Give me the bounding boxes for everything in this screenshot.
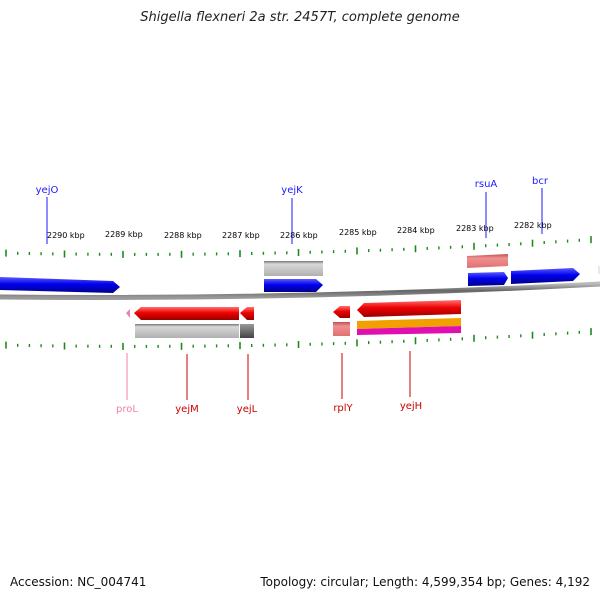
gene-feature-yejK[interactable] xyxy=(264,279,323,292)
gene-label-yejL[interactable]: yejL xyxy=(237,404,258,415)
ruler-label: 2287 kbp xyxy=(222,231,260,240)
gene-label-proL[interactable]: proL xyxy=(116,404,138,415)
bottom-gene-labels: proL yejM yejL rplY yejH xyxy=(116,351,422,415)
feature-gray-top[interactable] xyxy=(264,261,323,276)
gene-label-yejM[interactable]: yejM xyxy=(175,404,198,415)
gene-label-rsuA[interactable]: rsuA xyxy=(475,179,498,190)
gene-label-yejH[interactable]: yejH xyxy=(400,401,422,412)
genome-title: Shigella flexneri 2a str. 2457T, complet… xyxy=(140,10,460,25)
gene-feature-right-edge[interactable] xyxy=(598,266,600,274)
feature-salmon-bottom[interactable] xyxy=(333,322,350,336)
gene-label-rplY[interactable]: rplY xyxy=(333,403,353,414)
feature-gray-bottom[interactable] xyxy=(135,324,239,338)
gene-label-yejK[interactable]: yejK xyxy=(281,185,303,196)
ruler-label: 2284 kbp xyxy=(397,226,435,235)
top-gene-labels: yejO yejK rsuA bcr xyxy=(36,176,549,244)
gene-feature-proL[interactable] xyxy=(126,309,130,318)
gene-feature-bcr[interactable] xyxy=(511,268,580,284)
gene-label-bcr[interactable]: bcr xyxy=(532,176,549,187)
gene-feature-yejL[interactable] xyxy=(240,307,254,320)
gene-feature-yejH[interactable] xyxy=(357,300,461,317)
feature-dark-bottom[interactable] xyxy=(240,324,254,338)
ruler-label: 2288 kbp xyxy=(164,231,202,240)
ruler-label: 2283 kbp xyxy=(456,224,494,233)
genome-backbone xyxy=(0,281,600,300)
ruler-label: 2289 kbp xyxy=(105,230,143,239)
feature-orange-bottom[interactable] xyxy=(357,318,461,329)
gene-feature-yejO[interactable] xyxy=(0,277,120,293)
gene-feature-rplY[interactable] xyxy=(333,306,350,318)
ruler-inner-ticks xyxy=(5,328,592,350)
gene-label-yejO[interactable]: yejO xyxy=(36,185,59,196)
ruler-labels: 2290 kbp 2289 kbp 2288 kbp 2287 kbp 2286… xyxy=(47,221,552,240)
feature-magenta-bottom[interactable] xyxy=(357,326,461,335)
genome-summary-text: Topology: circular; Length: 4,599,354 bp… xyxy=(260,575,590,589)
ruler-label: 2286 kbp xyxy=(280,231,318,240)
feature-salmon-top[interactable] xyxy=(467,254,508,268)
gene-feature-yejM[interactable] xyxy=(134,307,239,320)
gene-feature-rsuA[interactable] xyxy=(468,272,508,286)
ruler-label: 2290 kbp xyxy=(47,231,85,240)
accession-text: Accession: NC_004741 xyxy=(10,575,147,589)
ruler-outer-ticks xyxy=(5,236,592,258)
ruler-label: 2282 kbp xyxy=(514,221,552,230)
ruler-label: 2285 kbp xyxy=(339,228,377,237)
